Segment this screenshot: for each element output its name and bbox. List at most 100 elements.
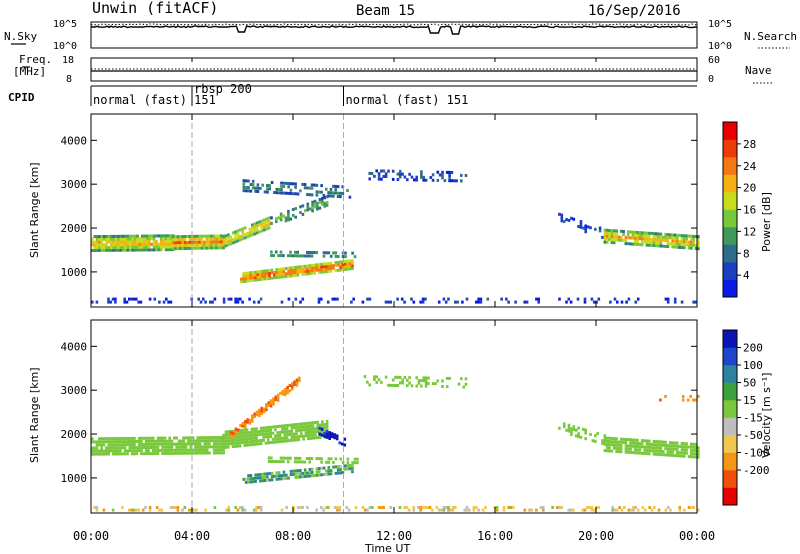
heatmap-cell: [131, 248, 134, 252]
heatmap-cell: [424, 506, 427, 509]
heatmap-cell: [280, 267, 283, 271]
heatmap-cell: [236, 441, 239, 445]
heatmap-cell: [310, 269, 314, 273]
heatmap-cell: [152, 439, 155, 443]
heatmap-cell: [291, 382, 294, 386]
heatmap-cell: [212, 442, 216, 446]
heatmap-cell: [697, 446, 700, 450]
heatmap-cell: [144, 452, 148, 456]
heatmap-cell: [308, 272, 312, 276]
heatmap-cell: [270, 216, 273, 220]
heatmap-cell: [267, 403, 271, 407]
heatmap-cell: [128, 437, 132, 440]
heatmap-cell: [144, 439, 148, 443]
heatmap-cell: [692, 243, 695, 247]
heatmap-cell: [351, 470, 354, 474]
heatmap-cell: [289, 192, 293, 195]
heatmap-cell: [640, 231, 644, 235]
heatmap-cell: [154, 452, 157, 456]
heatmap-cell: [140, 240, 144, 244]
heatmap-cell: [361, 506, 365, 509]
heatmap-cell: [276, 425, 279, 428]
heatmap-cell: [280, 477, 283, 481]
heatmap-cell: [123, 297, 126, 301]
heatmap-cell: [293, 380, 296, 384]
heatmap-cell: [309, 433, 312, 437]
heatmap-cell: [164, 245, 168, 249]
heatmap-cell: [143, 234, 146, 238]
heatmap-cell: [277, 270, 281, 274]
heatmap-cell: [645, 240, 649, 244]
heatmap-cell: [107, 449, 110, 453]
heatmap-cell: [254, 473, 257, 477]
heatmap-cell: [287, 209, 290, 213]
heatmap-cell: [102, 248, 106, 252]
heatmap-cell: [93, 506, 96, 509]
heatmap-cell: [227, 436, 230, 440]
heatmap-cell: [121, 443, 125, 447]
heatmap-cell: [272, 460, 276, 463]
heatmap-cell: [287, 215, 290, 219]
heatmap-cell: [148, 297, 152, 301]
heatmap-cell: [609, 300, 612, 304]
heatmap-cell: [189, 436, 193, 440]
heatmap-cell: [179, 238, 182, 242]
heatmap-cell: [140, 443, 143, 446]
heatmap-cell: [297, 422, 301, 426]
heatmap-cell: [283, 427, 287, 431]
heatmap-cell: [648, 237, 651, 241]
heatmap-cell: [121, 452, 125, 456]
heatmap-cell: [316, 436, 319, 440]
heatmap-cell: [638, 448, 642, 452]
heatmap-cell: [270, 475, 274, 478]
heatmap-cell: [243, 236, 247, 240]
heatmap-cell: [243, 443, 247, 447]
heatmap-cell: [309, 430, 312, 434]
heatmap-cell: [338, 508, 342, 512]
heatmap-cell: [643, 439, 646, 443]
heatmap-cell: [234, 300, 237, 304]
heatmap-cell: [579, 225, 583, 229]
heatmap-cell: [198, 436, 202, 440]
heatmap-cell: [255, 442, 258, 446]
heatmap-cell: [301, 254, 304, 258]
heatmap-cell: [366, 380, 369, 384]
heatmap-cell: [268, 271, 271, 275]
heatmap-cell: [389, 506, 392, 509]
heatmap-cell: [265, 408, 268, 412]
freq-unit: [MHz]: [13, 65, 46, 78]
heatmap-cell: [479, 300, 483, 304]
heatmap-cell: [584, 224, 587, 228]
heatmap-cell: [678, 245, 681, 249]
heatmap-cell: [405, 506, 409, 509]
heatmap-cell: [238, 444, 242, 448]
heatmap-cell: [256, 275, 260, 279]
heatmap-cell: [196, 448, 200, 452]
heatmap-cell: [669, 450, 672, 454]
heatmap-cell: [263, 277, 267, 281]
heatmap-cell: [215, 237, 218, 241]
heatmap-cell: [154, 445, 157, 449]
heatmap-cell: [666, 300, 670, 304]
heatmap-cell: [175, 448, 178, 452]
heatmap-cell: [181, 241, 184, 244]
heatmap-cell: [655, 244, 658, 248]
heatmap-cell: [325, 425, 329, 429]
heatmap-cell: [276, 437, 279, 441]
heatmap-cell: [325, 195, 329, 199]
heatmap-cell: [327, 269, 330, 273]
heatmap-cell: [332, 184, 335, 188]
heatmap-cell: [659, 398, 662, 402]
heatmap-cell: [229, 434, 233, 437]
heatmap-cell: [217, 439, 221, 443]
heatmap-cell: [166, 448, 169, 452]
heatmap-cell: [266, 269, 269, 273]
heatmap-cell: [109, 437, 113, 441]
heatmap-cell: [650, 231, 653, 235]
heatmap-cell: [329, 194, 333, 198]
heatmap-cell: [153, 297, 157, 301]
colorbar-tick-label: 28: [743, 138, 756, 151]
heatmap-cell: [258, 275, 262, 279]
heatmap-cell: [279, 460, 283, 464]
heatmap-cell: [277, 273, 281, 277]
